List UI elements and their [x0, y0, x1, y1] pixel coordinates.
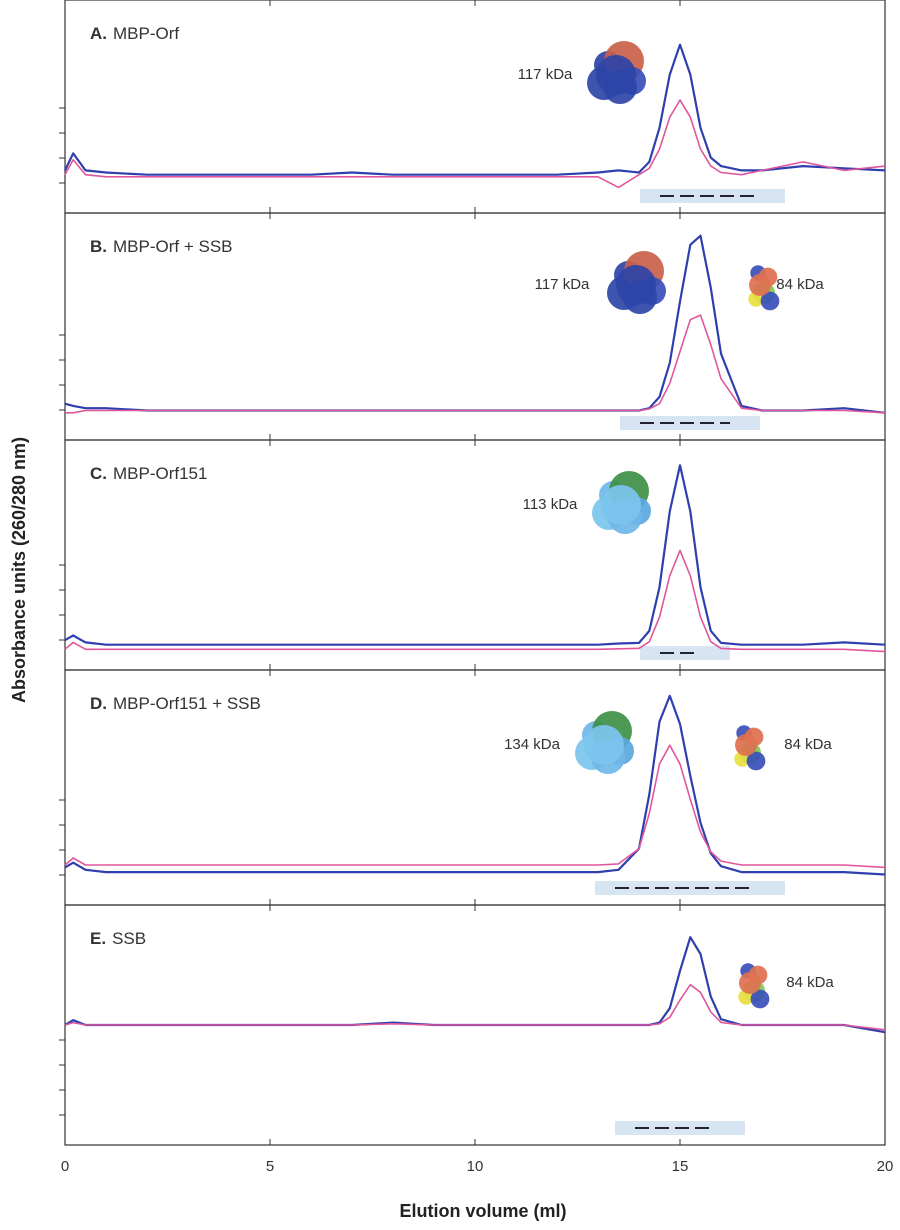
annotation: 84 kDa — [786, 974, 834, 991]
x-tick-label: 15 — [672, 1158, 689, 1175]
protein-blob — [746, 751, 766, 771]
protein-structure — [734, 725, 766, 771]
protein-structure — [587, 41, 646, 104]
x-axis-label: Elution volume (ml) — [399, 1201, 566, 1221]
y-axis-label: Absorbance units (260/280 nm) — [9, 437, 29, 703]
x-tick-label: 5 — [266, 1158, 274, 1175]
panel-label: E. — [90, 929, 106, 948]
panel-title: C. MBP-Orf151 — [90, 464, 207, 483]
protein-structure — [607, 251, 666, 314]
x-tick-label: 0 — [61, 1158, 69, 1175]
panel-frame — [64, 0, 886, 214]
annotation: 117 kDa — [518, 66, 573, 83]
panel-title-text: MBP-Orf + SSB — [113, 237, 233, 256]
annotation: 113 kDa — [523, 496, 578, 513]
protein-blob — [735, 734, 757, 756]
protein-structure — [592, 471, 651, 534]
protein-blob — [760, 291, 780, 311]
panel-title: B. MBP-Orf + SSB — [90, 237, 233, 256]
trace — [64, 234, 886, 414]
trace — [64, 99, 886, 189]
trace — [64, 694, 886, 876]
gel-band — [595, 881, 785, 895]
protein-blob — [750, 989, 770, 1009]
panel-label: A. — [90, 24, 107, 43]
protein-structure — [748, 265, 780, 311]
protein-blob — [739, 972, 761, 994]
trace — [64, 983, 886, 1031]
protein-blob — [601, 485, 641, 525]
panel-label: C. — [90, 464, 107, 483]
panel-title: D. MBP-Orf151 + SSB — [90, 694, 261, 713]
panel-title-text: MBP-Orf151 + SSB — [113, 694, 261, 713]
protein-blob — [596, 55, 636, 95]
annotation: 134 kDa — [504, 736, 561, 753]
x-tick-label: 10 — [467, 1158, 484, 1175]
x-tick-label: 20 — [877, 1158, 894, 1175]
panel-title-text: MBP-Orf151 — [113, 464, 207, 483]
trace — [65, 314, 886, 414]
trace — [64, 464, 886, 646]
panel-title-text: MBP-Orf — [113, 24, 179, 43]
protein-structure — [575, 711, 634, 774]
annotation: 84 kDa — [784, 736, 832, 753]
annotation: 84 kDa — [776, 276, 824, 293]
protein-blob — [616, 265, 656, 305]
panel-label: D. — [90, 694, 107, 713]
panel-title: A. MBP-Orf — [90, 24, 179, 43]
panel-title: E. SSB — [90, 929, 146, 948]
protein-blob — [584, 725, 624, 765]
protein-structure — [738, 963, 770, 1009]
trace — [64, 549, 886, 653]
trace — [64, 43, 886, 176]
annotation: 117 kDa — [535, 276, 590, 293]
trace — [64, 744, 886, 869]
protein-blob — [749, 274, 771, 296]
panel-label: B. — [90, 237, 107, 256]
panel-title-text: SSB — [112, 929, 146, 948]
